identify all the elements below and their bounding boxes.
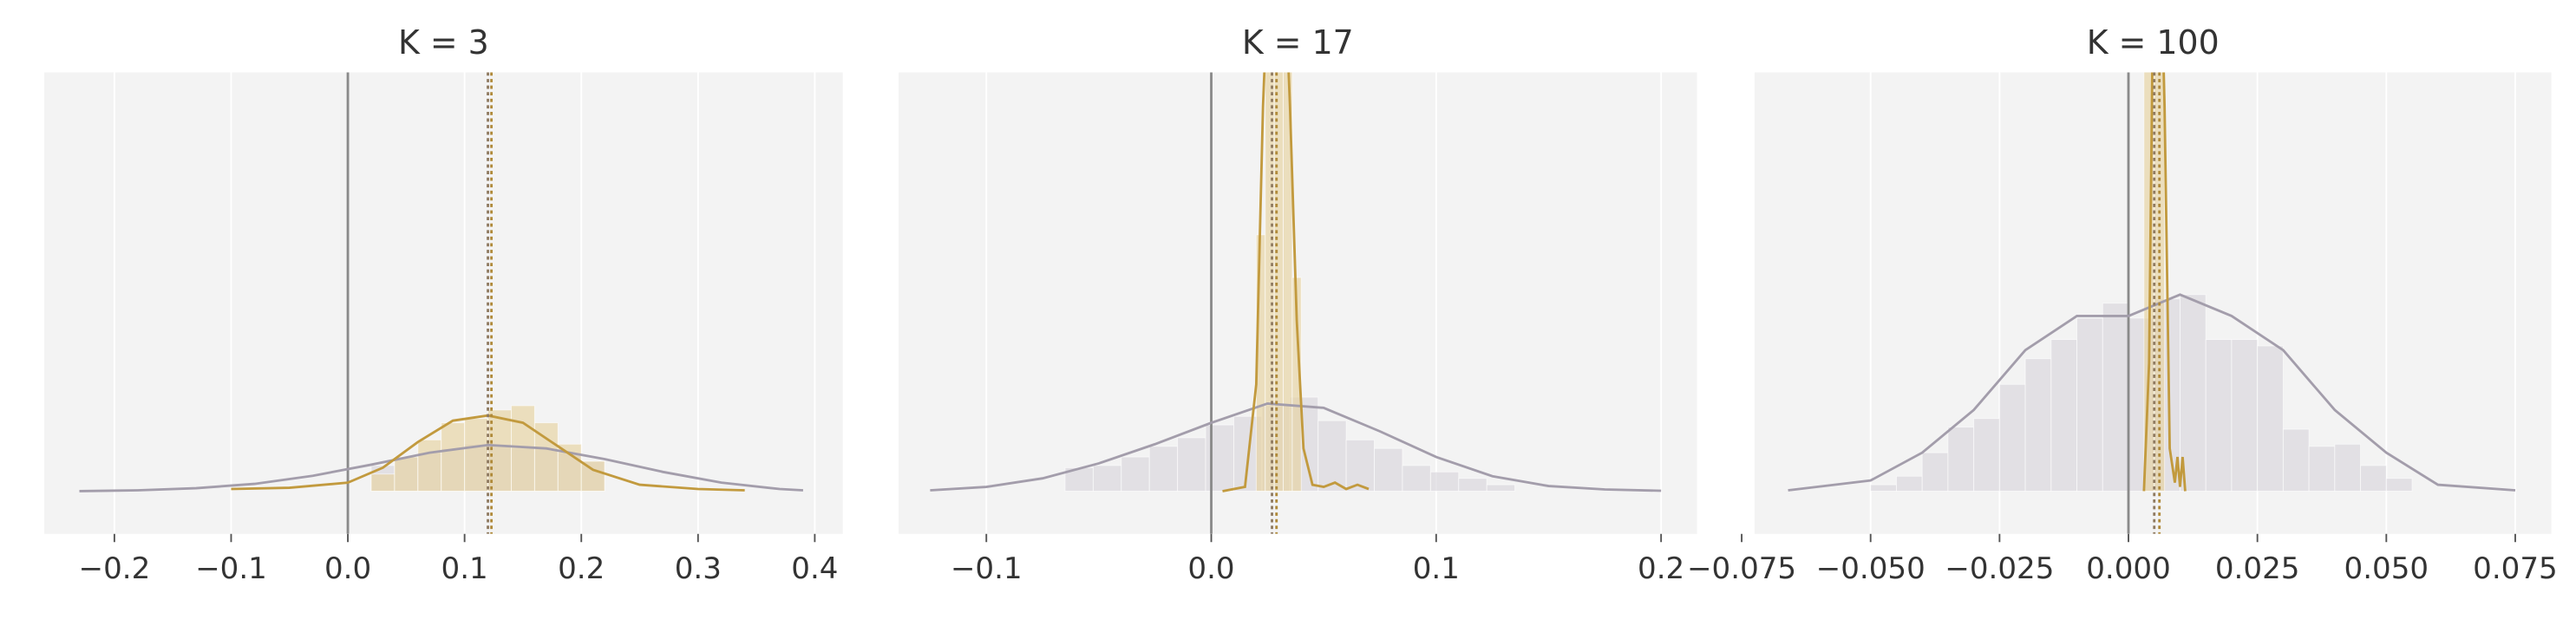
histogram-bar xyxy=(1429,471,1460,492)
histogram-bar xyxy=(1148,446,1179,492)
x-tick-label: 0.4 xyxy=(791,551,838,586)
density-curve xyxy=(930,402,1662,492)
density-curve xyxy=(2142,72,2187,492)
panel-title: K = 3 xyxy=(398,23,489,62)
histogram-bar xyxy=(1402,465,1431,492)
histogram-bar xyxy=(2024,358,2052,492)
histogram-bar xyxy=(1921,452,1949,492)
histogram-bar xyxy=(2231,339,2259,492)
panel-title: K = 17 xyxy=(1242,23,1354,62)
histogram-bar xyxy=(394,456,419,492)
histogram-bar xyxy=(1458,478,1487,492)
x-tick-label: −0.050 xyxy=(1816,551,1925,586)
histogram-bar xyxy=(441,422,466,492)
plot-area xyxy=(79,72,816,534)
density-curve xyxy=(79,443,804,492)
histogram-bar xyxy=(2308,446,2336,492)
histogram-bar xyxy=(2076,317,2103,492)
plot-area xyxy=(1788,72,2516,534)
histogram-bar xyxy=(2102,303,2129,492)
x-tick-label: 0.3 xyxy=(675,551,722,586)
x-tick-label: 0.075 xyxy=(2473,551,2558,586)
histogram-bar xyxy=(417,439,442,492)
x-tick-label: 0.1 xyxy=(441,551,488,586)
x-tick-label: 0.2 xyxy=(1638,551,1684,586)
x-tick-label: 0.1 xyxy=(1413,551,1460,586)
x-tick-label: −0.1 xyxy=(951,551,1023,586)
histogram-bar xyxy=(1092,465,1122,492)
histogram-bar xyxy=(1870,484,1897,492)
histogram-bar xyxy=(580,460,605,492)
histogram-bar xyxy=(1486,484,1516,492)
x-tick-label: 0.025 xyxy=(2215,551,2300,586)
histogram-bar xyxy=(1317,420,1347,492)
histogram-bar xyxy=(1998,383,2026,492)
histogram-bar xyxy=(2385,478,2413,492)
density-curve xyxy=(1222,72,1370,492)
histogram-bar xyxy=(2334,443,2362,492)
x-tick-label: −0.1 xyxy=(195,551,267,586)
histogram-bar xyxy=(2205,339,2233,492)
plot-area xyxy=(930,72,1663,534)
histogram-bar xyxy=(370,473,396,492)
histogram-bar xyxy=(1205,424,1234,492)
histogram-bar xyxy=(1947,427,1975,492)
histogram-bar xyxy=(2360,465,2387,492)
histogram-bar xyxy=(2257,345,2284,492)
x-tick-label: 0.0 xyxy=(1187,551,1234,586)
histogram-bar xyxy=(1895,475,1923,492)
histogram-bar xyxy=(1177,437,1206,492)
x-tick-label: −0.025 xyxy=(1945,551,2054,586)
histogram-bar xyxy=(1374,447,1403,492)
histogram-bar xyxy=(1345,439,1376,492)
histogram-bar xyxy=(2050,339,2078,492)
x-tick-label: 0.000 xyxy=(2086,551,2171,586)
histogram-bar xyxy=(1121,456,1150,492)
histogram-bar xyxy=(1973,418,2000,492)
x-tick-label: 0.0 xyxy=(324,551,371,586)
histogram-bar xyxy=(464,418,489,492)
histogram-bar xyxy=(2282,428,2310,492)
x-tick-label: 0.050 xyxy=(2344,551,2429,586)
x-tick-label: −0.075 xyxy=(1687,551,1796,586)
x-tick-label: −0.2 xyxy=(79,551,151,586)
x-tick-label: 0.2 xyxy=(558,551,605,586)
histogram-bar xyxy=(2180,294,2207,492)
panel-title: K = 100 xyxy=(2087,23,2220,62)
